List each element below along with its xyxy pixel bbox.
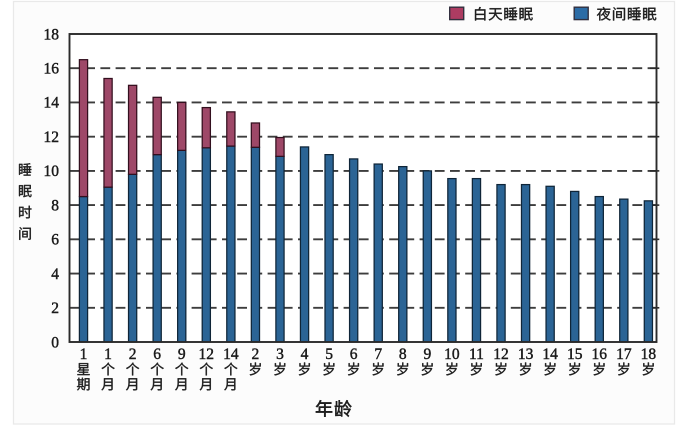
svg-text:7: 7 <box>374 346 382 363</box>
svg-text:15: 15 <box>567 346 583 363</box>
svg-text:18: 18 <box>641 346 657 363</box>
svg-text:17: 17 <box>616 346 632 363</box>
svg-text:10: 10 <box>44 163 60 180</box>
svg-text:8: 8 <box>399 346 407 363</box>
svg-text:5: 5 <box>325 346 333 363</box>
svg-text:11: 11 <box>469 346 484 363</box>
svg-text:4: 4 <box>301 346 309 363</box>
svg-text:0: 0 <box>51 334 59 351</box>
svg-text:1: 1 <box>104 346 112 363</box>
svg-text:14: 14 <box>44 95 60 112</box>
svg-text:14: 14 <box>223 346 239 363</box>
svg-text:18: 18 <box>44 26 60 43</box>
svg-text:6: 6 <box>350 346 358 363</box>
svg-text:16: 16 <box>592 346 608 363</box>
svg-text:3: 3 <box>276 346 284 363</box>
svg-text:4: 4 <box>51 266 59 283</box>
svg-text:2: 2 <box>252 346 260 363</box>
svg-text:12: 12 <box>199 346 215 363</box>
svg-text:8: 8 <box>51 197 59 214</box>
svg-text:10: 10 <box>444 346 460 363</box>
svg-text:14: 14 <box>542 346 558 363</box>
svg-text:6: 6 <box>51 232 59 249</box>
svg-text:2: 2 <box>51 300 59 317</box>
svg-text:12: 12 <box>44 129 60 146</box>
svg-text:2: 2 <box>129 346 137 363</box>
svg-text:1: 1 <box>80 346 88 363</box>
svg-text:12: 12 <box>493 346 509 363</box>
svg-text:13: 13 <box>518 346 534 363</box>
svg-text:9: 9 <box>423 346 431 363</box>
svg-text:6: 6 <box>153 346 161 363</box>
svg-text:9: 9 <box>178 346 186 363</box>
svg-text:16: 16 <box>44 61 60 78</box>
